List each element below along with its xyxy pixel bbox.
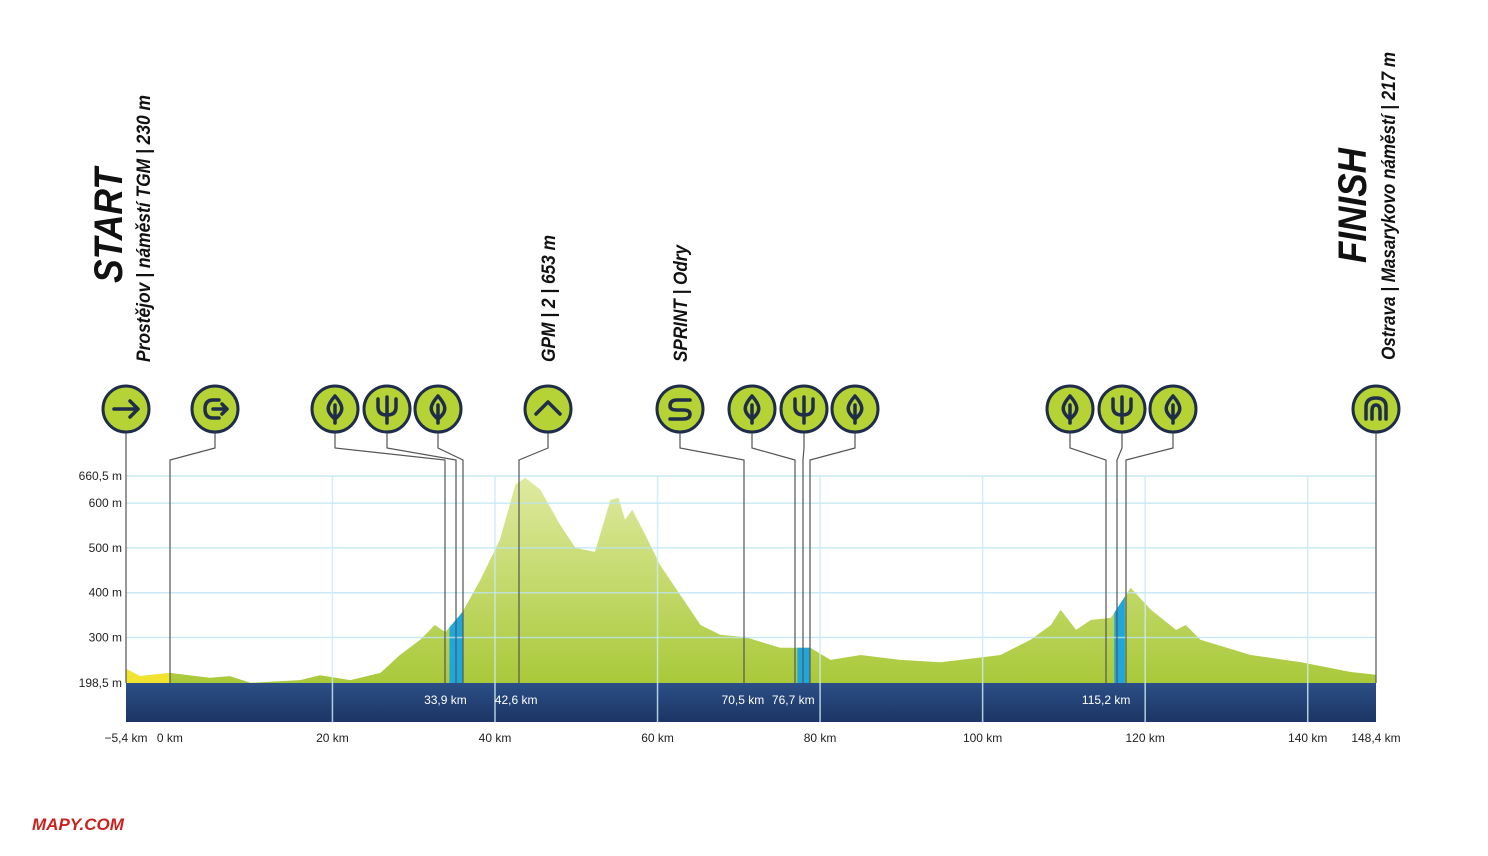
leader-line	[518, 432, 549, 683]
y-tick-label: 198,5 m	[79, 676, 122, 690]
x-tick-label: 100 km	[963, 731, 1002, 745]
x-tick-label: −5,4 km	[104, 731, 147, 745]
icon-glyph	[846, 394, 864, 425]
profile-segment	[126, 477, 170, 683]
leader-line	[169, 432, 216, 683]
x-tick-label: 148,4 km	[1351, 731, 1400, 745]
leader-line	[751, 432, 796, 683]
km-label: 76,7 km	[772, 693, 815, 707]
icon-glyph	[1164, 394, 1182, 425]
waypoint-icon	[413, 384, 463, 434]
logo: MAPY.COM	[32, 815, 125, 834]
x-tick-label: 20 km	[316, 731, 349, 745]
x-tick-label: 0 km	[157, 731, 183, 745]
annotation: GPM | 2 | 653 m	[539, 235, 560, 362]
y-tick-label: 400 m	[89, 586, 122, 600]
icon-glyph	[112, 399, 140, 419]
annotation: SPRINT | Odry	[671, 244, 692, 362]
start-label: START	[87, 165, 131, 283]
x-tick-label: 120 km	[1126, 731, 1165, 745]
y-tick-label: 500 m	[89, 541, 122, 555]
icon-glyph	[1061, 394, 1079, 425]
y-tick-label: 660,5 m	[79, 469, 122, 483]
waypoint-icon	[310, 384, 360, 434]
waypoint-icon	[1097, 384, 1147, 434]
finish-label: FINISH	[1331, 147, 1375, 263]
icon-glyph	[1364, 396, 1388, 421]
waypoint-icon	[1351, 384, 1401, 434]
y-tick-label: 600 m	[89, 496, 122, 510]
finish-place: Ostrava | Masarykovo náměstí | 217 m	[1379, 52, 1400, 360]
waypoint-icon	[1148, 384, 1198, 434]
elevation-area	[126, 477, 1376, 683]
waypoint-icon	[779, 384, 829, 434]
leader-line	[802, 432, 805, 683]
leader-line	[437, 432, 464, 683]
leader-line	[334, 432, 446, 683]
icon-glyph	[668, 398, 692, 421]
icon-glyph	[793, 395, 815, 425]
waypoint-icon	[830, 384, 880, 434]
icon-glyph	[429, 394, 447, 425]
km-label: 70,5 km	[722, 693, 765, 707]
waypoint-icon	[1045, 384, 1095, 434]
icon-glyph	[534, 400, 562, 416]
leader-line	[386, 432, 457, 683]
icon-glyph	[203, 398, 229, 420]
waypoint-icon	[190, 384, 240, 434]
leader-line	[809, 432, 856, 683]
km-label: 115,2 km	[1082, 693, 1130, 707]
leader-line	[1125, 432, 1174, 683]
icon-glyph	[743, 394, 761, 425]
waypoint-icon	[101, 384, 151, 434]
waypoint-icon	[523, 384, 573, 434]
km-label: 42,6 km	[495, 693, 538, 707]
leader-line	[1116, 432, 1123, 683]
leader-line	[679, 432, 745, 683]
icon-glyph	[1111, 395, 1133, 425]
waypoint-icon	[655, 384, 705, 434]
x-tick-label: 40 km	[479, 731, 512, 745]
x-tick-label: 60 km	[641, 731, 674, 745]
profile-segment	[1114, 477, 1125, 683]
icon-circle	[523, 384, 573, 434]
x-tick-label: 140 km	[1288, 731, 1327, 745]
waypoint-icon	[362, 384, 412, 434]
y-tick-label: 300 m	[89, 631, 122, 645]
leader-line	[1069, 432, 1107, 683]
distance-band	[126, 683, 1376, 722]
waypoint-icon	[727, 384, 777, 434]
x-tick-label: 80 km	[804, 731, 837, 745]
icon-glyph	[376, 395, 398, 425]
icon-glyph	[326, 394, 344, 425]
km-label: 33,9 km	[424, 693, 467, 707]
start-place: Prostějov | náměstí TGM | 230 m	[134, 95, 155, 362]
icon-circle	[1351, 384, 1401, 434]
